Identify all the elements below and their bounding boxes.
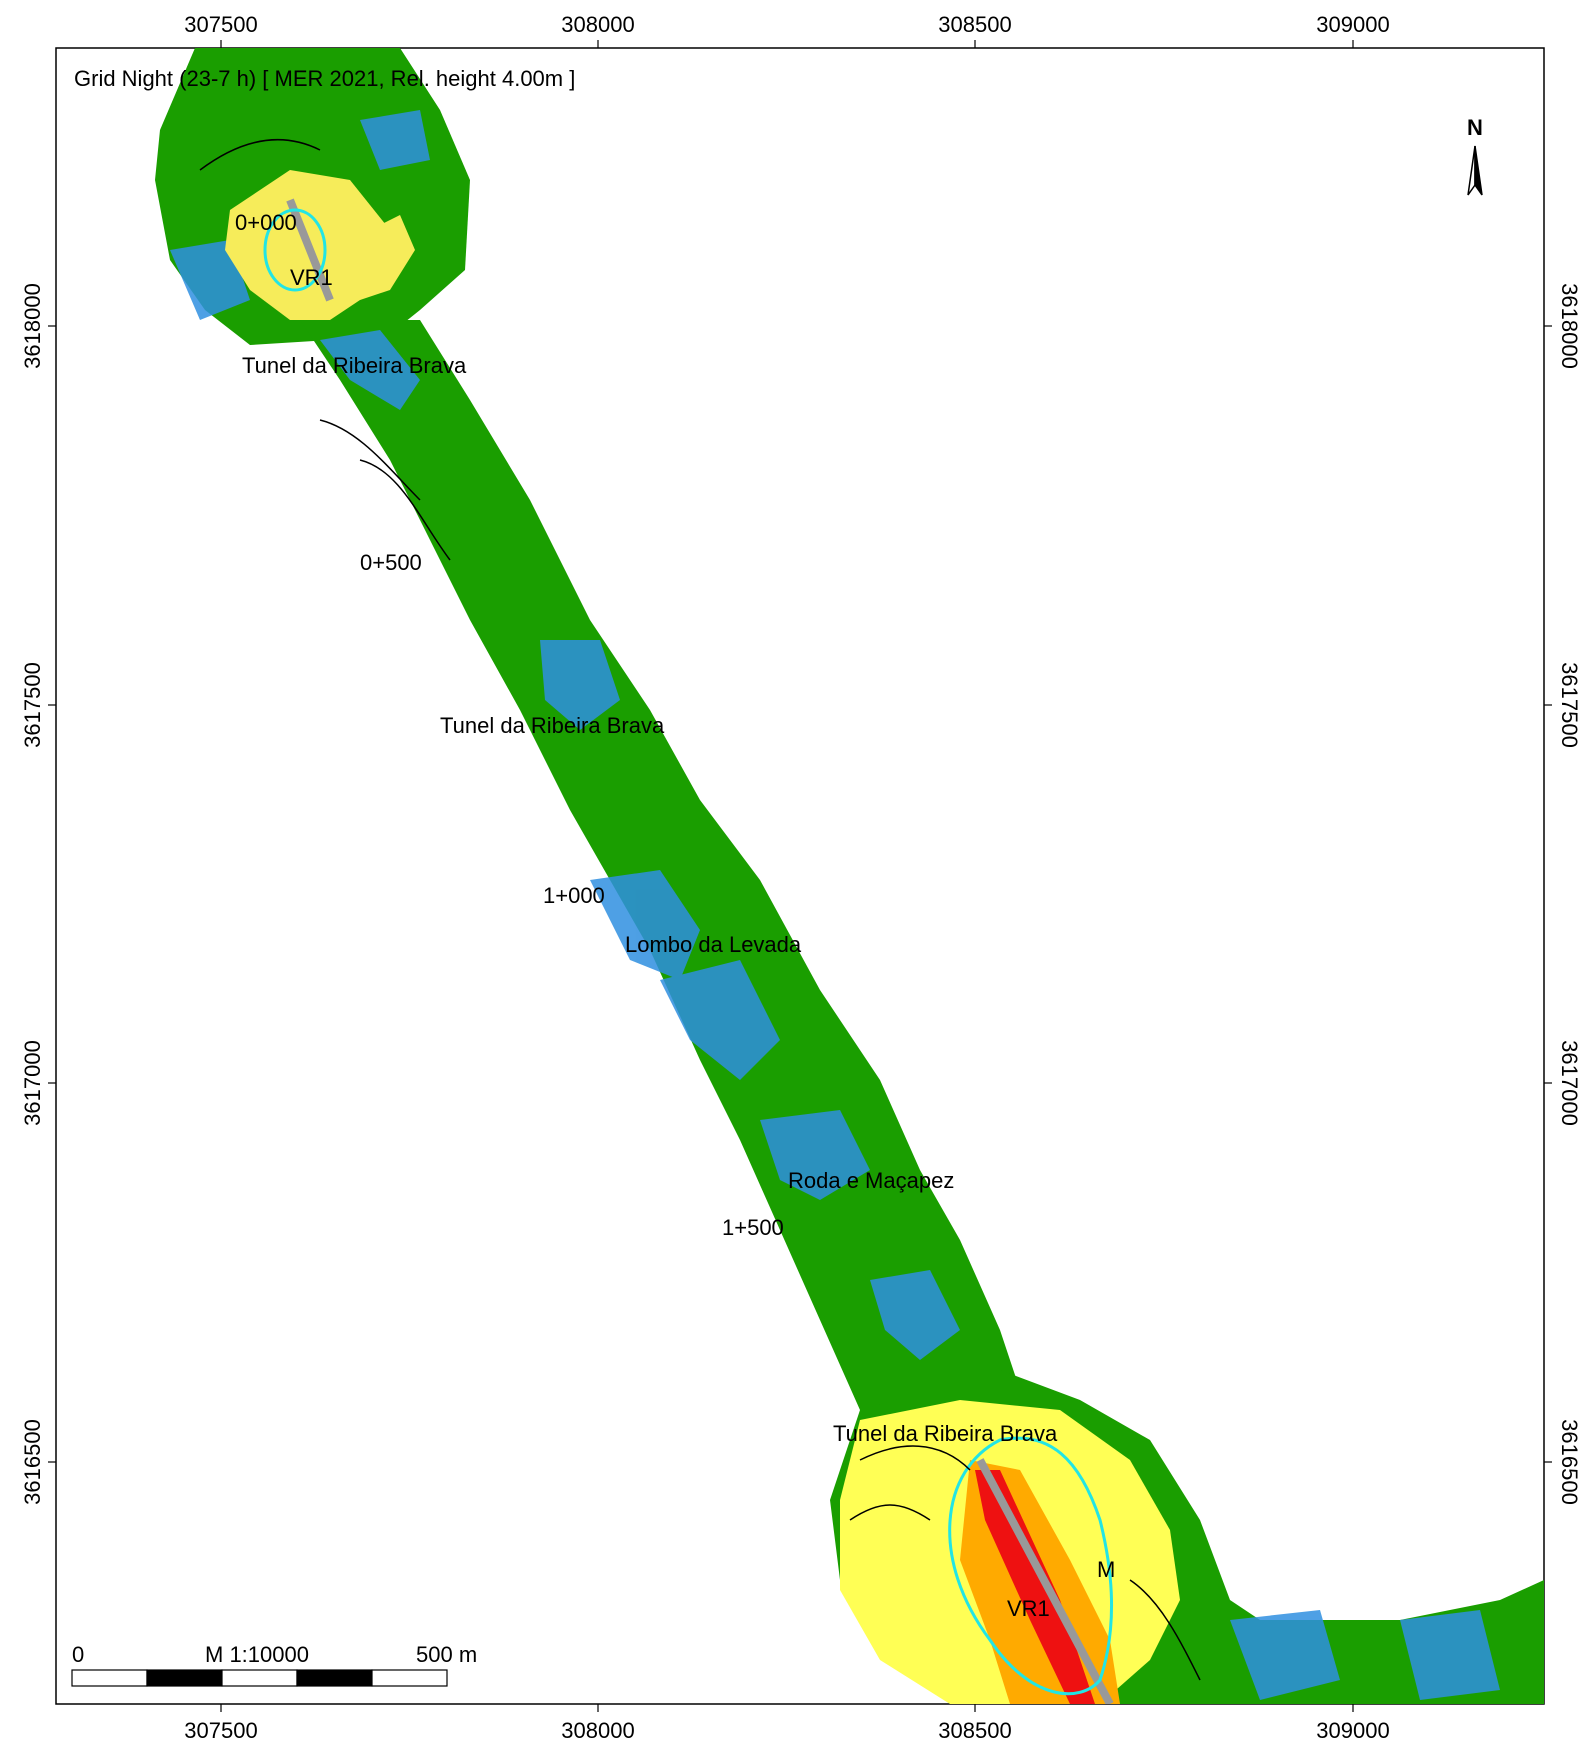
north-arrow-icon: N [1467,115,1483,196]
y-tick-right-1: 3618000 [1557,283,1582,369]
label-roda-e-macapez: Roda e Maçapez [788,1168,954,1193]
y-tick-right-2: 3617500 [1557,662,1582,748]
x-tick-bottom-1: 307500 [184,1718,257,1743]
x-tick-bottom-3: 308500 [938,1718,1011,1743]
y-tick-right-3: 3617000 [1557,1040,1582,1126]
noise-zone-north-yellow [225,170,400,320]
chainage-1500: 1+500 [722,1215,784,1240]
scale-end: 500 m [416,1642,477,1667]
map-title: Grid Night (23-7 h) [ MER 2021, Rel. hei… [74,66,575,91]
cyan-contour [263,208,1113,1696]
label-lombo-da-levada: Lombo da Levada [625,932,802,957]
x-tick-top-4: 309000 [1316,12,1389,37]
x-tick-bottom-4: 309000 [1316,1718,1389,1743]
contour-lines [199,138,1201,1681]
y-tick-left-3: 3617000 [20,1040,45,1126]
noise-zone-south-red [975,1470,1095,1704]
noise-zone-blue [170,110,1500,1700]
chainage-1000: 1+000 [543,883,605,908]
y-tick-left-1: 3618000 [20,283,45,369]
scale-ratio: M 1:10000 [205,1642,309,1667]
label-tunel-mid: Tunel da Ribeira Brava [440,713,665,738]
y-tick-left-2: 3617500 [20,662,45,748]
y-tick-right-4: 3616500 [1557,1419,1582,1505]
x-tick-top-3: 308500 [938,12,1011,37]
chainage-0500: 0+500 [360,550,422,575]
x-tick-top-1: 307500 [184,12,257,37]
road [286,198,1114,1704]
noise-zone-north-yellow-2 [360,215,415,300]
north-label: N [1467,115,1483,140]
axis-ticks [48,40,1552,1712]
scale-bar: 0 M 1:10000 500 m [71,1642,477,1687]
chainage-0000: 0+000 [235,210,297,235]
x-tick-top-2: 308000 [561,12,634,37]
receiver-m: M [1097,1557,1115,1582]
scale-start: 0 [72,1642,84,1667]
receiver-vr1-south: VR1 [1007,1596,1050,1621]
x-tick-bottom-2: 308000 [561,1718,634,1743]
receiver-vr1-north: VR1 [290,265,333,290]
label-tunel-south: Tunel da Ribeira Brava [833,1421,1058,1446]
map-area [155,48,1544,1704]
label-tunel-north: Tunel da Ribeira Brava [242,353,467,378]
y-tick-left-4: 3616500 [20,1419,45,1505]
